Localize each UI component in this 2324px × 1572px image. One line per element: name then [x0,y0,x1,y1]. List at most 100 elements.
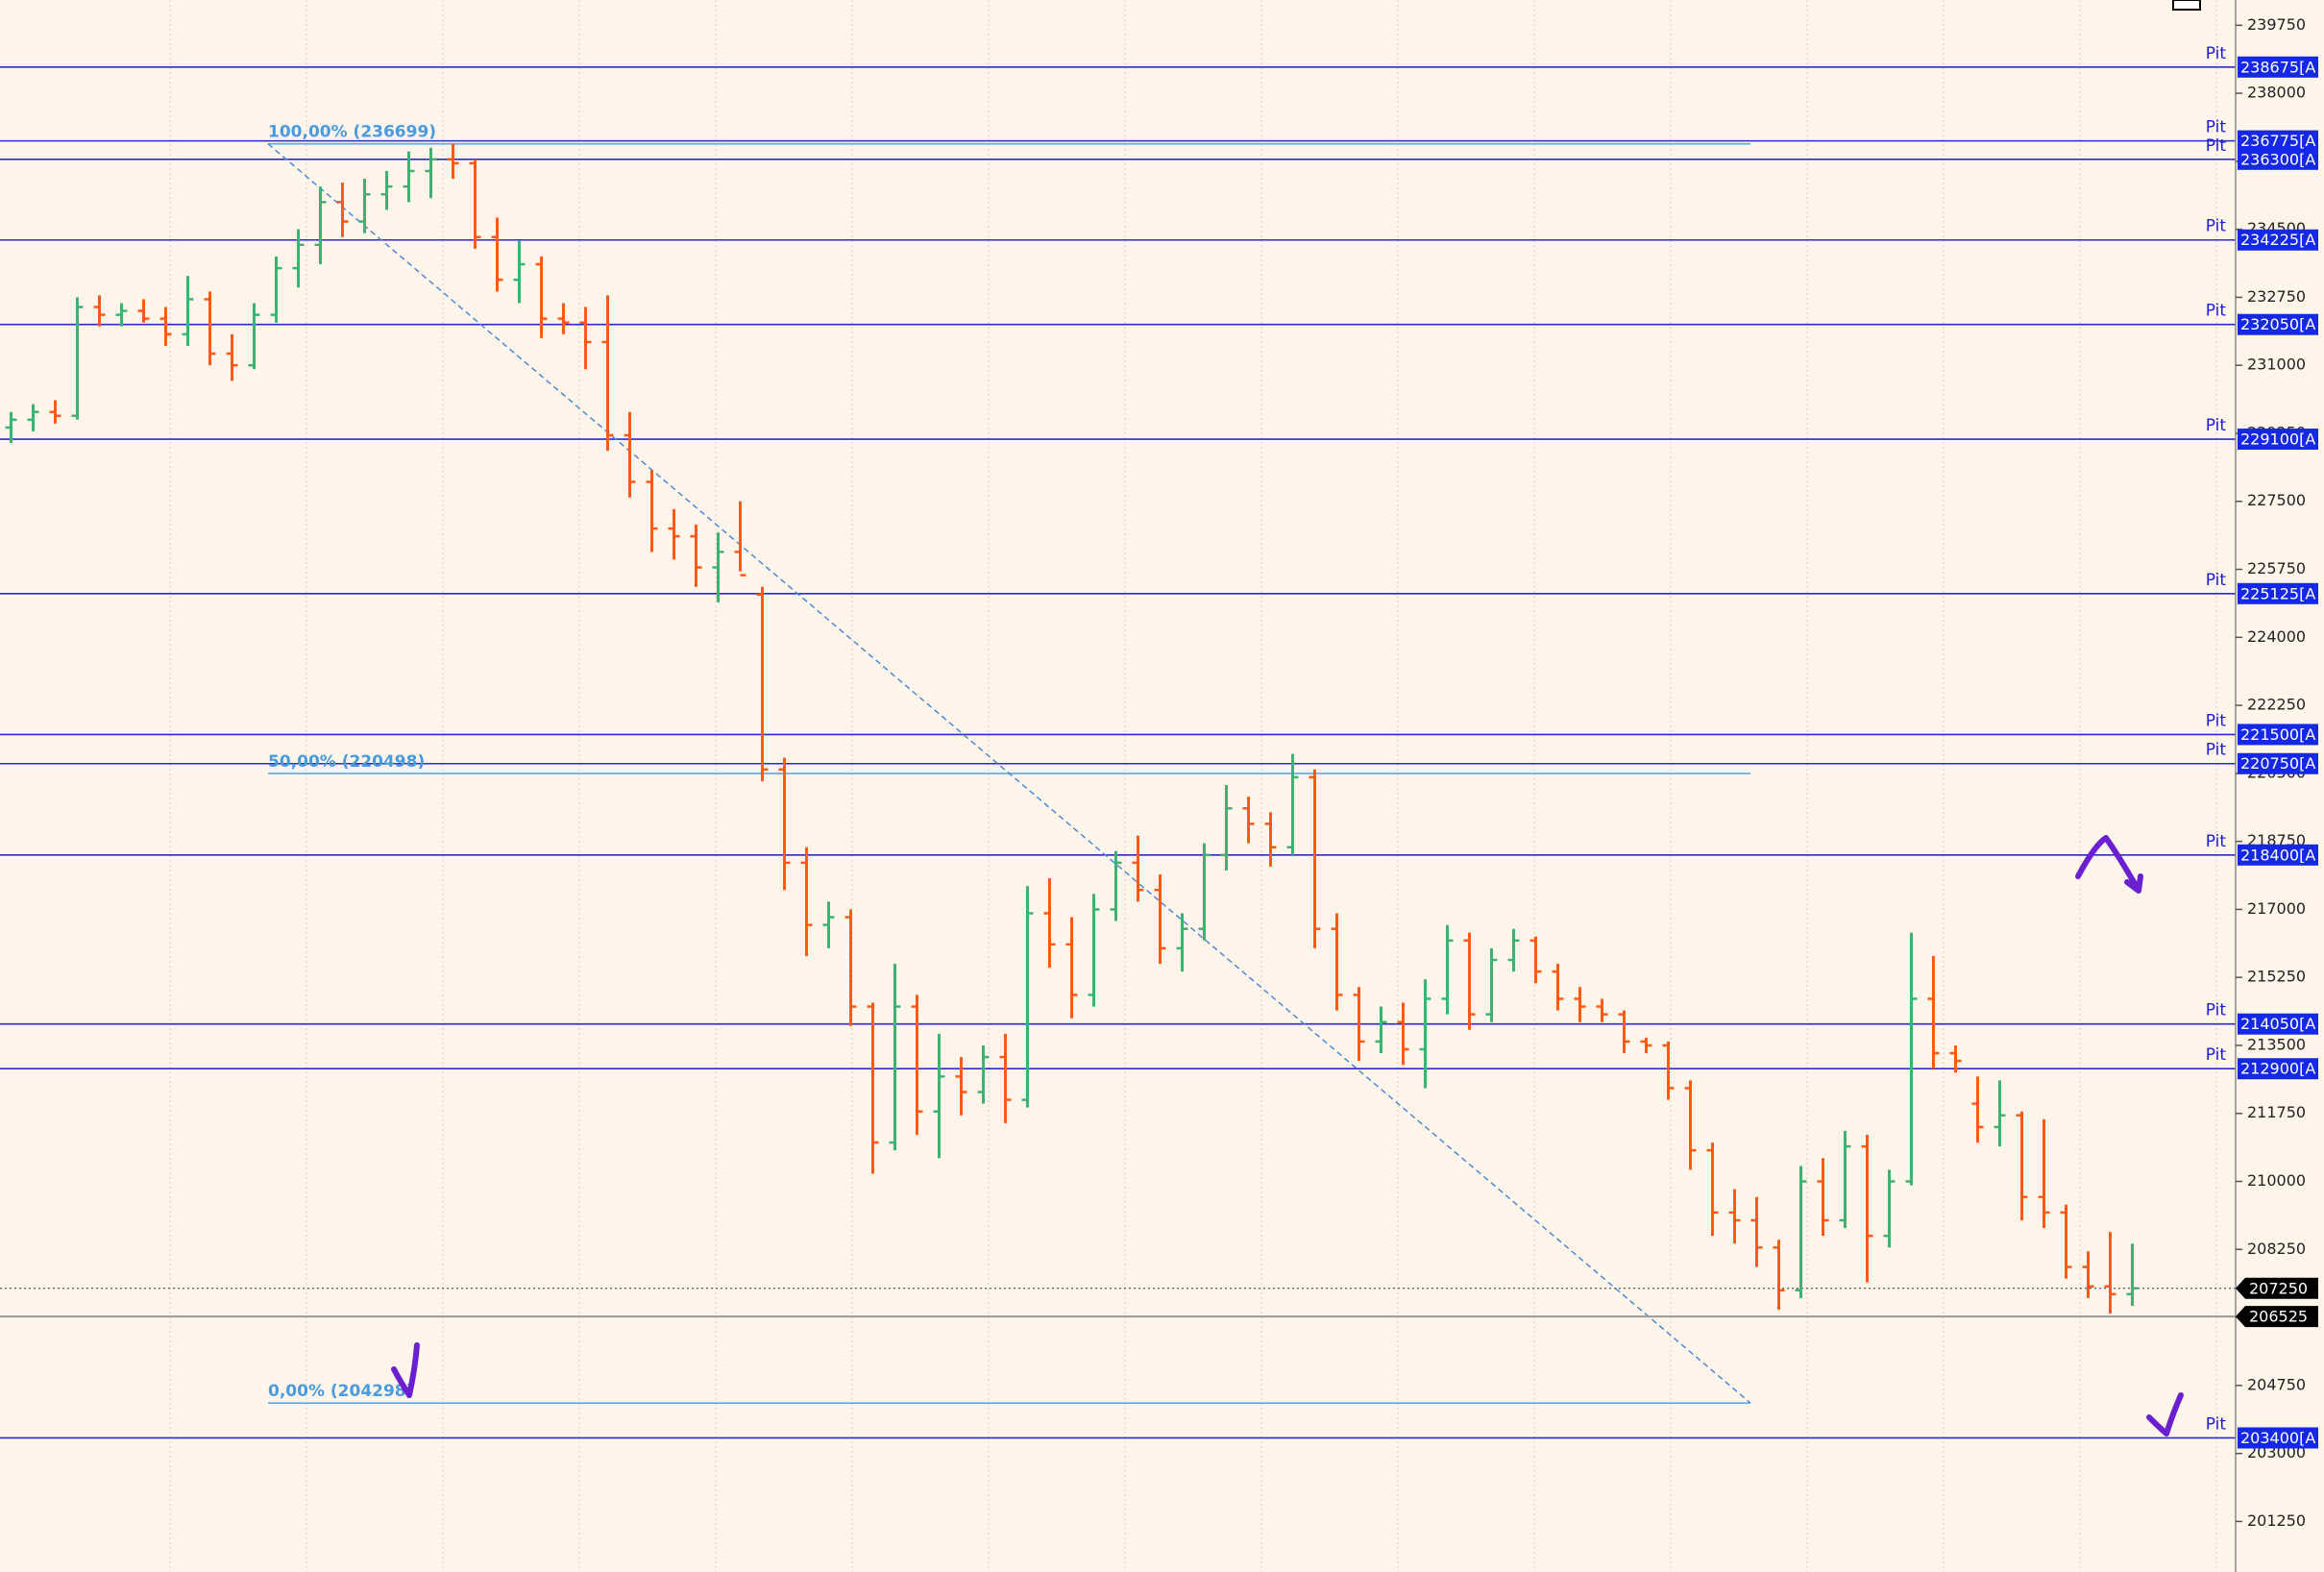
pit-tag: Pit [2206,1001,2227,1020]
y-tick-label: 204750 [2247,1375,2306,1393]
pit-box-label: 238675[A [2240,58,2315,76]
ohlc-bar [1994,1080,2006,1147]
ohlc-bar [601,295,614,452]
ohlc-bar [867,1002,879,1174]
fib-label: 100,00% (236699) [268,123,436,142]
ohlc-bar [1110,850,1122,921]
pit-tag: Pit [2206,1414,2227,1434]
ohlc-bar [1419,979,1431,1089]
pit-box [2238,752,2318,774]
ohlc-bar [1198,843,1211,941]
ohlc-bar [1706,1142,1719,1237]
ohlc-bar [1640,1037,1652,1054]
pit-box [2238,313,2318,335]
pit-box [2238,229,2318,251]
ohlc-bar [844,909,857,1026]
pit-box [2238,130,2318,152]
ohlc-bar [182,276,194,346]
ohlc-bar [1750,1196,1763,1267]
ohlc-bar [1220,784,1233,871]
ohlc-bar [1088,894,1100,1007]
ohlc-bar [380,170,393,210]
ohlc-bar [159,307,172,346]
y-tick-label: 201250 [2247,1511,2306,1530]
ohlc-bar [1795,1166,1807,1298]
ohlc-bar [1065,917,1078,1019]
pit-box-label: 220750[A [2240,754,2315,773]
y-tick-label: 227500 [2247,491,2306,509]
pit-tag: Pit [2206,711,2227,730]
pit-box [2238,1013,2318,1035]
y-tick-label: 224000 [2247,627,2306,646]
ohlc-bar [491,217,503,292]
ohlc-bar [1507,928,1520,972]
ohlc-bar [535,256,548,338]
pit-box [2238,429,2318,451]
ohlc-bar [557,303,570,334]
ohlc-bar [2082,1251,2094,1298]
ohlc-bar [1529,936,1542,984]
ohlc-bar [778,757,791,891]
ohlc-bar [425,147,437,199]
pit-box-label: 212900[A [2240,1060,2315,1078]
ohlc-bar [1242,797,1255,844]
ohlc-bar [93,295,106,327]
ohlc-bar [1927,955,1940,1069]
ohlc-bar [27,404,39,431]
ohlc-bar [1728,1189,1741,1244]
pit-box-label: 218400[A [2240,846,2315,864]
ohlc-bar [2038,1118,2050,1229]
fib-trend-line [267,143,1751,1404]
ohlc-bar [1817,1158,1829,1237]
ohlc-bar [403,151,415,203]
ohlc-bar [1463,932,1476,1030]
ohlc-bar [2104,1232,2116,1314]
ohlc-bar [1574,987,1586,1022]
y-tick-label: 225750 [2247,559,2306,577]
pit-tag: Pit [2206,416,2227,435]
ohlc-bar [800,847,813,956]
y-tick-label: 213500 [2247,1035,2306,1053]
ohlc-bar [1331,913,1343,1011]
pit-box-label: 234225[A [2240,231,2315,249]
ohlc-bar [955,1057,967,1116]
pit-tag: Pit [2206,571,2227,590]
ohlc-bar [1286,753,1299,855]
fib-label: 50,00% (220498) [268,752,425,772]
ohlc-bar [2016,1111,2028,1220]
y-tick-label: 210000 [2247,1171,2306,1190]
ohlc-bar [1375,1006,1387,1054]
plot: 100,00% (236699) 50,00% (220498) 0,00% (20… [0,65,2236,1439]
y-tick-label: 222250 [2247,696,2306,714]
ohlc-bar [1309,769,1321,948]
ohlc-bar [1132,835,1144,902]
ohlc-bar [933,1033,945,1159]
ohlc-bar [137,299,150,323]
pit-box [2238,148,2318,170]
pit-tag: Pit [2206,832,2227,851]
toolbar-icon[interactable] [2172,0,2201,11]
pit-box [2238,582,2318,604]
pit-box-label: 236775[A [2240,132,2315,150]
ohlc-bar [49,400,61,424]
ohlc-bar [1883,1169,1896,1248]
y-tick-label: 232750 [2247,287,2306,306]
ohlc-bar [1154,874,1166,965]
ohlc-bar [204,291,216,366]
ohlc-bar [977,1044,990,1104]
ohlc-bar [71,297,84,420]
ohlc-bar [292,229,305,288]
ohlc-bar [5,411,17,444]
ohlc-bar [1397,1002,1409,1066]
y-tick-label: 231000 [2247,356,2306,374]
ohlc-bar [2126,1243,2139,1306]
pit-box [2238,844,2318,866]
ohlc-bar [1043,878,1056,969]
ohlc-bar [1662,1041,1675,1100]
hand-drawn-check [2146,1392,2184,1437]
pit-tag: Pit [2206,118,2227,137]
pit-box [2238,724,2318,746]
pit-tag: Pit [2206,741,2227,760]
